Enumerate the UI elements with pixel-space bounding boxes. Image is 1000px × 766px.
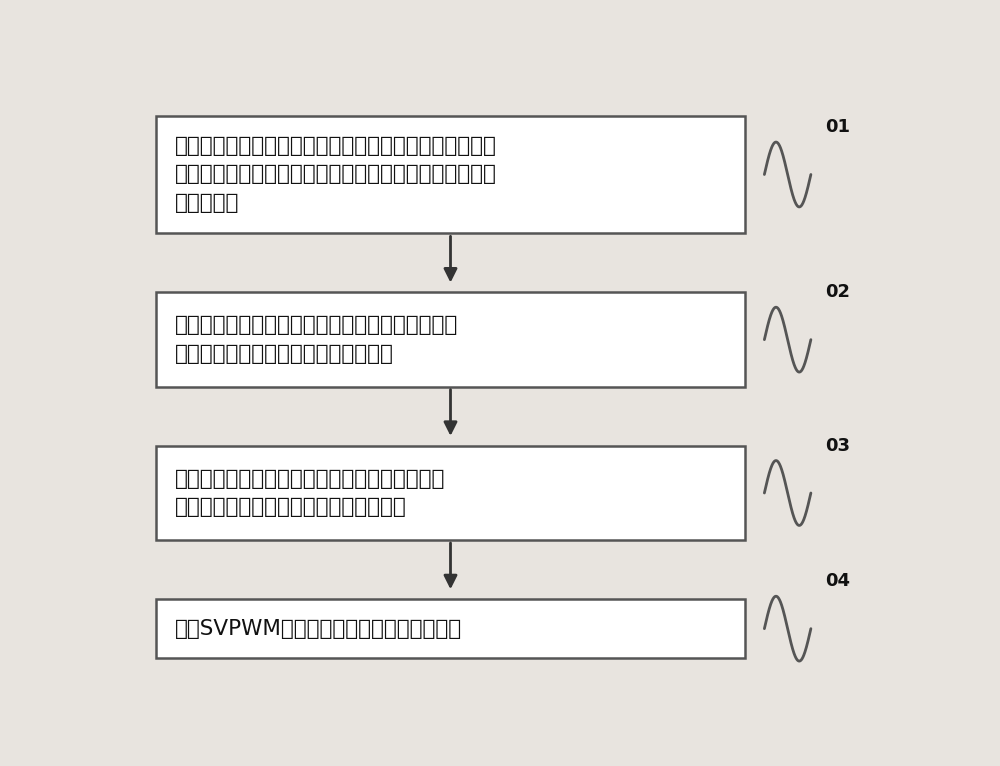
Text: 以参考电流为基准，结合模型预测控制和二次规
划的求解算法快速得到空间电压矢量指令: 以参考电流为基准，结合模型预测控制和二次规 划的求解算法快速得到空间电压矢量指令 <box>175 469 446 517</box>
FancyBboxPatch shape <box>156 293 745 387</box>
Text: 01: 01 <box>826 118 850 136</box>
Text: 03: 03 <box>826 437 850 455</box>
Text: 02: 02 <box>826 283 850 301</box>
Text: 04: 04 <box>826 572 850 591</box>
Text: 根据任意当前时刻采样变流器电网侧电流和直流母线电压
观测交流侧虚拟磁链，重构出电网电压，同时计算出虚拟
磁链矢量角: 根据任意当前时刻采样变流器电网侧电流和直流母线电压 观测交流侧虚拟磁链，重构出电… <box>175 136 497 213</box>
Text: 通过SVPWM调制算法得到开关管的驱动信号: 通过SVPWM调制算法得到开关管的驱动信号 <box>175 619 462 639</box>
FancyBboxPatch shape <box>156 116 745 234</box>
Text: 根据电压外环，计算基于虚拟电网磁链定向下的有
功电流的给定，无功电流给定值设为零: 根据电压外环，计算基于虚拟电网磁链定向下的有 功电流的给定，无功电流给定值设为零 <box>175 316 459 364</box>
FancyBboxPatch shape <box>156 599 745 658</box>
FancyBboxPatch shape <box>156 446 745 540</box>
